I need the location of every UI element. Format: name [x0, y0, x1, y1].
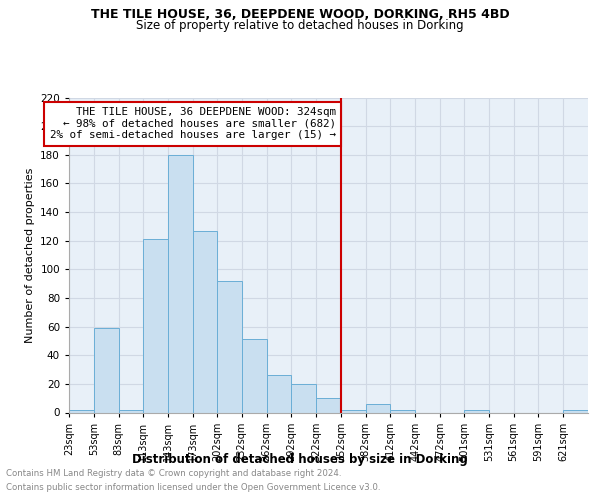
Y-axis label: Number of detached properties: Number of detached properties: [25, 168, 35, 342]
Bar: [143, 240, 168, 412]
Bar: [292, 384, 316, 412]
Text: Contains HM Land Registry data © Crown copyright and database right 2024.: Contains HM Land Registry data © Crown c…: [6, 468, 341, 477]
Bar: [391, 410, 415, 412]
Text: Contains public sector information licensed under the Open Government Licence v3: Contains public sector information licen…: [6, 484, 380, 492]
Bar: [266, 376, 292, 412]
Bar: [365, 404, 391, 412]
Bar: [563, 410, 588, 412]
Bar: [193, 230, 217, 412]
Bar: [217, 281, 242, 412]
Bar: [119, 410, 143, 412]
Bar: [168, 155, 193, 412]
Text: THE TILE HOUSE, 36, DEEPDENE WOOD, DORKING, RH5 4BD: THE TILE HOUSE, 36, DEEPDENE WOOD, DORKI…: [91, 8, 509, 20]
Text: Distribution of detached houses by size in Dorking: Distribution of detached houses by size …: [132, 452, 468, 466]
Bar: [464, 410, 489, 412]
Bar: [242, 340, 266, 412]
Bar: [316, 398, 341, 412]
Text: THE TILE HOUSE, 36 DEEPDENE WOOD: 324sqm
← 98% of detached houses are smaller (6: THE TILE HOUSE, 36 DEEPDENE WOOD: 324sqm…: [50, 107, 336, 140]
Bar: [341, 410, 365, 412]
Bar: [69, 410, 94, 412]
Bar: [94, 328, 119, 412]
Text: Size of property relative to detached houses in Dorking: Size of property relative to detached ho…: [136, 18, 464, 32]
